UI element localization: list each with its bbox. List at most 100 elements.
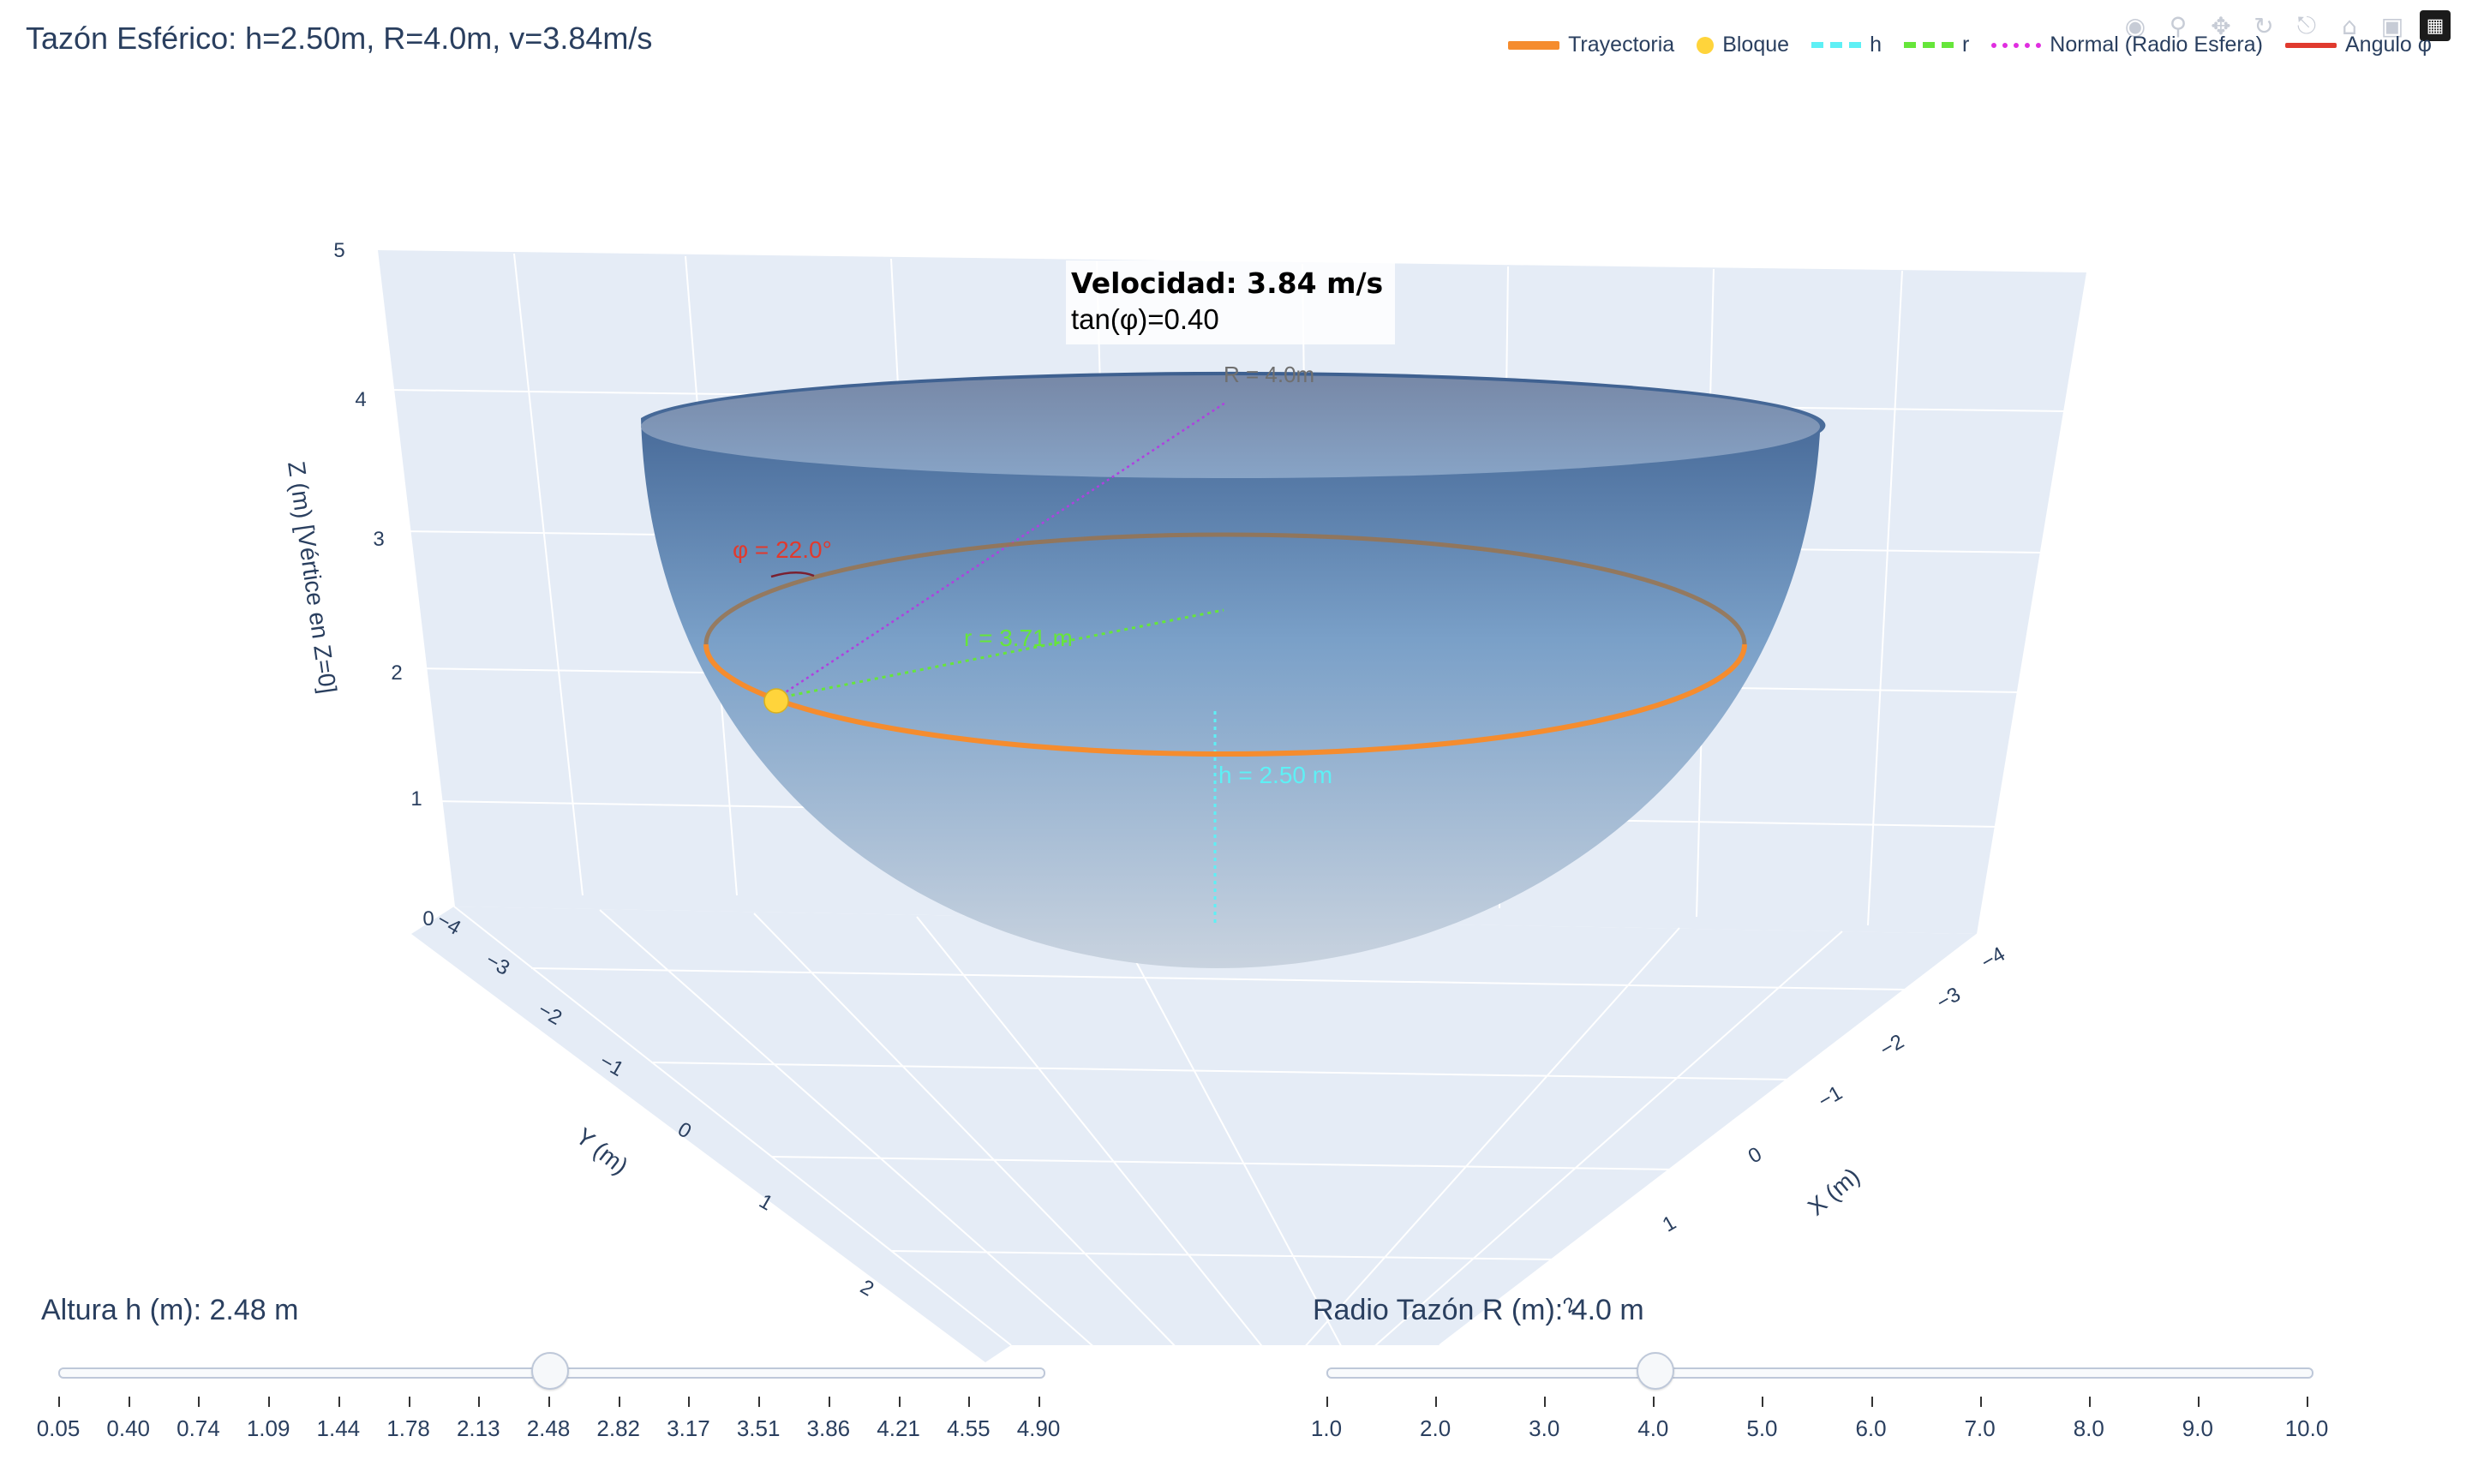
slider-tick	[478, 1397, 481, 1407]
legend-item-trayectoria[interactable]: Trayectoria	[1508, 33, 1674, 57]
slider-tick-label[interactable]: 1.09	[246, 1415, 290, 1441]
annotation-phi: φ = 22.0°	[733, 536, 832, 563]
slider-tick-label[interactable]: 0.74	[177, 1415, 220, 1441]
legend-swatch-trayectoria	[1508, 40, 1560, 50]
z-tick-label: 0	[422, 907, 434, 930]
height-slider[interactable]: Altura h (m): 2.48 m 0.05 0.40 0.74 1.09 1.4…	[37, 1294, 1086, 1441]
home-icon[interactable]: ⌂	[2342, 11, 2357, 40]
legend-label: r	[1961, 33, 1970, 57]
slider-tick-label[interactable]: 3.86	[806, 1415, 851, 1441]
modebar: ◉ ⚲ ✥ ↻ ⎋ ⌂ ▣ ▦	[2120, 10, 2451, 41]
z-tick-label: 5	[333, 239, 344, 262]
legend-item-bloque[interactable]: Bloque	[1697, 33, 1789, 57]
legend-item-r[interactable]: r	[1903, 33, 1970, 57]
slider-tick-label[interactable]: 4.55	[946, 1415, 991, 1441]
slider-tick-label[interactable]: 2.0	[1420, 1415, 1451, 1441]
slider-tick	[968, 1397, 971, 1407]
legend-label: Bloque	[1722, 33, 1790, 57]
angle-arc	[770, 571, 815, 578]
x-axis-title: X (m)	[1803, 1163, 1864, 1221]
slider-tick	[898, 1397, 901, 1407]
legend-label: Normal (Radio Esfera)	[2050, 33, 2263, 57]
slider-tick-label[interactable]: 0.05	[36, 1415, 81, 1441]
slider-tick-label[interactable]: 1.78	[386, 1415, 430, 1441]
legend-item-angulo[interactable]: Angulo φ	[2284, 33, 2432, 57]
slider-tick-label[interactable]: 0.40	[106, 1415, 151, 1441]
slider-tick-label[interactable]: 5.0	[1746, 1415, 1778, 1441]
annotation-h: h = 2.50 m	[1218, 762, 1332, 788]
slider-tick	[688, 1397, 691, 1407]
hover-tan-phi: tan(φ)=0.40	[1071, 303, 1219, 335]
slider-tick-label[interactable]: 1.0	[1310, 1415, 1343, 1441]
slider-tick-label[interactable]: 6.0	[1855, 1415, 1887, 1441]
pan-icon[interactable]: ✥	[2211, 11, 2231, 40]
slider-tick	[128, 1397, 130, 1407]
slider-tick	[548, 1397, 550, 1407]
annotation-R: R = 4.0m	[1224, 362, 1314, 387]
radius-slider-label: Radio Tazón R (m): 4.0 m	[1313, 1294, 1644, 1326]
z-tick-label: 3	[373, 528, 384, 551]
z-tick-label: 4	[355, 388, 366, 411]
slider-tick-label[interactable]: 3.17	[667, 1415, 710, 1441]
x-tick-label: −1	[1815, 1081, 1847, 1113]
annotation-r: r = 3.71 m	[964, 625, 1073, 651]
slider-tick-label[interactable]: 4.0	[1637, 1415, 1669, 1441]
velocity-hover-label: Velocidad: 3.84 m/s tan(φ)=0.40	[1066, 260, 1396, 344]
slider-tick	[828, 1397, 830, 1407]
slider-tick	[2197, 1397, 2200, 1407]
slider-tick-label[interactable]: 4.21	[877, 1415, 920, 1441]
reset-camera-icon[interactable]: ▣	[2380, 11, 2404, 40]
z-tick-label: 2	[391, 661, 402, 685]
slider-tick-label[interactable]: 1.44	[316, 1415, 361, 1441]
slider-tick	[198, 1397, 201, 1407]
legend-item-h[interactable]: h	[1811, 33, 1882, 57]
slider-tick	[1653, 1397, 1655, 1407]
legend-swatch-angulo	[2284, 42, 2337, 48]
slider-tick-label[interactable]: 2.48	[526, 1415, 571, 1441]
slider-tick	[58, 1397, 60, 1407]
slider-tick-label[interactable]: 3.51	[736, 1415, 781, 1441]
slider-tick	[408, 1397, 410, 1407]
legend-swatch-r	[1903, 42, 1954, 48]
slider-tick-label[interactable]: 3.0	[1529, 1415, 1560, 1441]
turntable-icon[interactable]: ⎋	[2296, 11, 2317, 39]
slider-tick-label[interactable]: 10.0	[2284, 1415, 2329, 1441]
slider-tick-label[interactable]: 2.13	[456, 1415, 500, 1441]
height-slider-handle[interactable]	[531, 1352, 569, 1390]
radius-slider-handle[interactable]	[1637, 1352, 1674, 1390]
slider-tick-label[interactable]: 4.90	[1016, 1415, 1061, 1441]
camera-icon[interactable]: ◉	[2124, 11, 2146, 40]
3d-scene[interactable]: 0 1 2 3 4 5 Z (m) [Vértice en Z=0] −4 −3…	[0, 0, 2466, 1362]
radius-slider-rail[interactable]	[1326, 1367, 2313, 1379]
x-tick-label: −3	[1933, 983, 1965, 1014]
radius-slider[interactable]: Radio Tazón R (m): 4.0 m 1.0 2.0 3.0 4.0 5.0…	[1311, 1294, 2355, 1441]
zoom-icon[interactable]: ⚲	[2169, 11, 2188, 40]
slider-tick	[1544, 1397, 1547, 1407]
slider-tick-label[interactable]: 7.0	[1964, 1415, 1996, 1441]
legend-swatch-bloque	[1697, 36, 1715, 54]
slider-tick-label[interactable]: 9.0	[2182, 1415, 2213, 1441]
legend-item-normal[interactable]: Normal (Radio Esfera)	[1991, 33, 2263, 57]
slider-tick	[338, 1397, 340, 1407]
y-axis-title: Y (m)	[571, 1122, 633, 1179]
orbit-icon[interactable]: ↻	[2254, 11, 2274, 40]
slider-tick	[1435, 1397, 1438, 1407]
floor-plane	[411, 907, 1978, 1362]
height-slider-label: Altura h (m): 2.48 m	[41, 1294, 299, 1326]
slider-tick	[2307, 1397, 2308, 1407]
scene-annotations: R = 4.0m φ = 22.0° r = 3.71 m h = 2.50 m	[733, 362, 1332, 788]
plotly-logo-icon[interactable]: ▦	[2420, 10, 2451, 41]
slider-tick	[2088, 1397, 2091, 1407]
block[interactable]	[763, 688, 789, 714]
slider-tick	[1326, 1397, 1328, 1407]
slider-tick-label[interactable]: 8.0	[2073, 1415, 2104, 1441]
slider-tick	[1038, 1397, 1040, 1407]
legend-swatch-h	[1811, 42, 1862, 48]
legend-swatch-normal	[1991, 42, 2042, 48]
slider-tick	[618, 1397, 620, 1407]
slider-tick	[758, 1397, 761, 1407]
slider-tick	[1762, 1397, 1764, 1407]
slider-tick-label[interactable]: 2.82	[596, 1415, 641, 1441]
slider-tick	[1979, 1397, 1982, 1407]
figure-title: Tazón Esférico: h=2.50m, R=4.0m, v=3.84m…	[26, 21, 653, 56]
